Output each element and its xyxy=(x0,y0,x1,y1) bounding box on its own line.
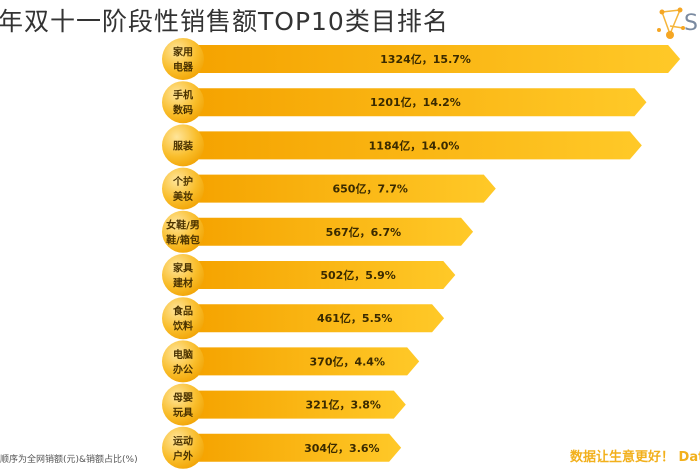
category-badge xyxy=(162,81,204,124)
category-label: 个护 xyxy=(172,175,193,188)
chart-title: 年双十一阶段性销售额TOP10类目排名 xyxy=(0,7,449,36)
data-label: 567亿，6.7% xyxy=(326,225,401,239)
category-label: 运动 xyxy=(173,434,193,447)
category-label: 办公 xyxy=(173,363,193,376)
category-label: 家用 xyxy=(173,46,193,59)
data-label: 1201亿，14.2% xyxy=(370,95,461,109)
category-badge xyxy=(162,167,204,210)
category-label: 美妆 xyxy=(173,190,193,203)
category-badge xyxy=(162,297,204,340)
category-label: 电脑 xyxy=(173,348,193,361)
category-label: 母婴 xyxy=(173,392,193,404)
category-label: 女鞋/男 xyxy=(166,218,200,231)
bar xyxy=(195,217,474,246)
category-badge xyxy=(162,38,204,80)
category-label: 电器 xyxy=(173,61,194,74)
category-label: 饮料 xyxy=(172,320,193,333)
data-label: 321亿，3.8% xyxy=(305,398,380,412)
category-label: 鞋/箱包 xyxy=(166,233,200,246)
category-label: 玩具 xyxy=(173,407,193,419)
category-badge xyxy=(162,210,204,253)
bar xyxy=(195,347,420,376)
logo-text: S xyxy=(684,11,698,36)
data-label: 304亿，3.6% xyxy=(304,441,379,455)
data-label: 370亿，4.4% xyxy=(310,354,385,368)
bar xyxy=(195,88,647,117)
data-label: 461亿，5.5% xyxy=(317,311,392,325)
data-label: 502亿，5.9% xyxy=(320,268,395,282)
data-label: 1324亿，15.7% xyxy=(380,52,471,66)
category-label: 家具 xyxy=(173,262,193,275)
bar xyxy=(195,390,406,419)
category-label: 户外 xyxy=(172,449,193,462)
footnote: 顺序为全网销额(元)&销额占比(%) xyxy=(0,455,138,465)
bar-row: 服装 1184亿，14.0% xyxy=(162,124,642,167)
bar xyxy=(195,174,496,203)
category-badge xyxy=(162,254,204,296)
category-badge xyxy=(162,426,204,469)
bar xyxy=(195,261,456,289)
data-label: 1184亿，14.0% xyxy=(369,138,460,152)
category-label: 食品 xyxy=(172,305,193,318)
category-label: 数码 xyxy=(173,104,193,117)
bar xyxy=(195,45,681,73)
category-label: 手机 xyxy=(173,89,193,102)
data-label: 650亿，7.7% xyxy=(332,182,407,196)
category-label: 服装 xyxy=(173,139,193,152)
bar xyxy=(195,304,445,333)
bar xyxy=(195,131,642,160)
category-badge xyxy=(162,340,204,383)
bar-row: 女鞋/男鞋/箱包 567亿，6.7% xyxy=(162,210,474,253)
category-badge xyxy=(162,383,204,426)
logo-icon xyxy=(657,7,685,39)
category-badge xyxy=(162,124,204,167)
bar xyxy=(195,433,402,462)
category-label: 建材 xyxy=(172,277,193,290)
tagline: 数据让生意更好！ Data tu xyxy=(570,450,700,465)
